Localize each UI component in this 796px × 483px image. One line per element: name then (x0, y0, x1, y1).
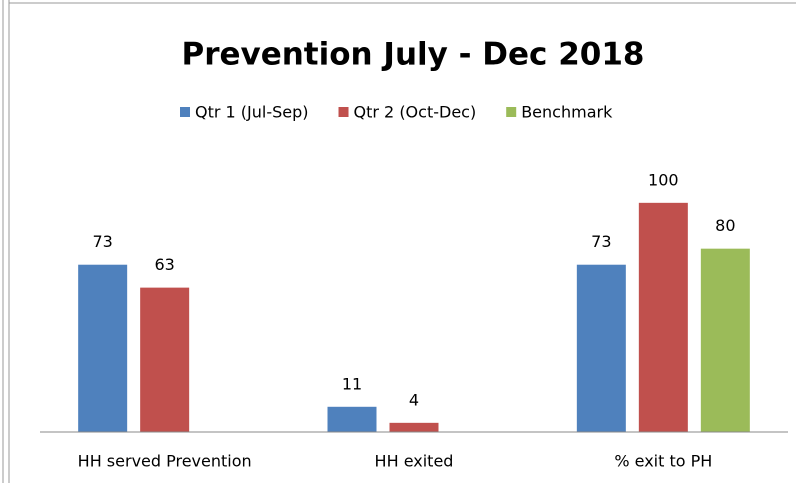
bar (638, 202, 688, 432)
data-label: 73 (92, 232, 112, 251)
legend-label: Benchmark (521, 103, 613, 122)
legend: Qtr 1 (Jul-Sep) Qtr 2 (Oct-Dec) Benchmark (180, 103, 613, 122)
x-tick-label: HH served Prevention (78, 452, 252, 471)
x-tick-label: HH exited (375, 452, 454, 471)
bar (700, 248, 750, 432)
x-tick-label: % exit to PH (614, 452, 712, 471)
legend-label: Qtr 1 (Jul-Sep) (195, 103, 309, 122)
bar (576, 264, 626, 432)
bar (389, 422, 439, 432)
bar (327, 406, 377, 432)
data-label: 11 (342, 374, 362, 393)
data-label: 73 (591, 232, 611, 251)
legend-swatch (338, 107, 349, 117)
data-label: 100 (648, 170, 679, 189)
data-label: 80 (715, 216, 735, 235)
legend-label: Qtr 2 (Oct-Dec) (354, 103, 477, 122)
bar (140, 287, 190, 432)
data-label: 63 (154, 255, 174, 274)
chart-title: Prevention July - Dec 2018 (181, 37, 644, 73)
legend-swatch (180, 107, 190, 117)
bar (78, 264, 128, 432)
data-label: 4 (409, 390, 419, 409)
legend-swatch (506, 107, 517, 117)
